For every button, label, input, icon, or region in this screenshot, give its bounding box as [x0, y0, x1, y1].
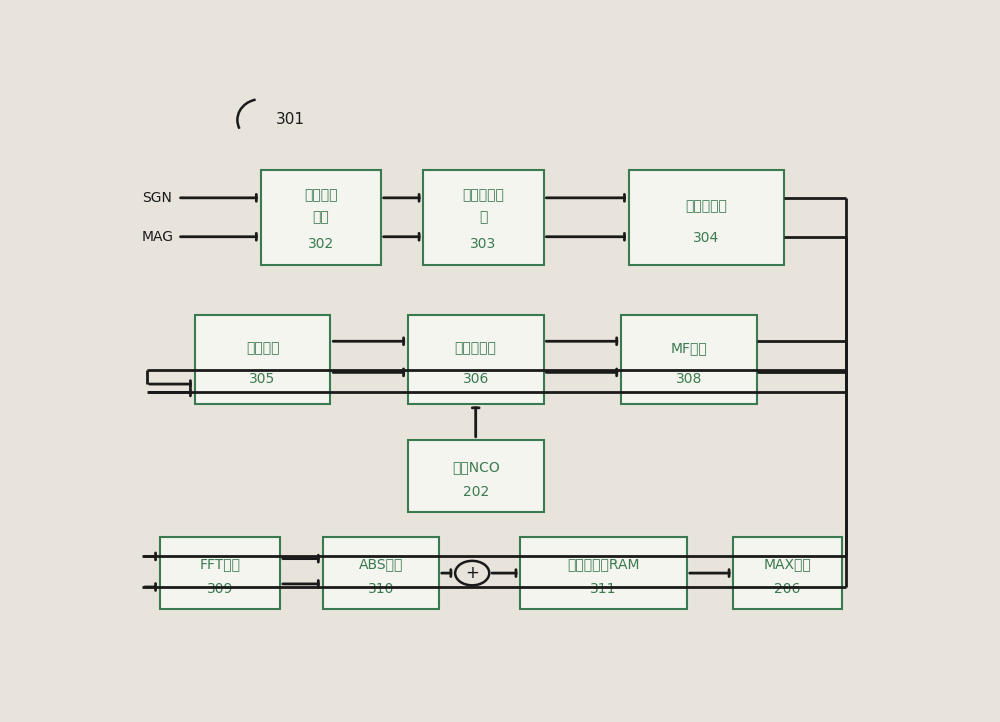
Text: 303: 303 — [470, 237, 497, 251]
Text: 310: 310 — [368, 582, 394, 596]
Text: 306: 306 — [462, 372, 489, 386]
Text: 301: 301 — [276, 113, 305, 128]
FancyBboxPatch shape — [408, 315, 544, 404]
Text: MAG: MAG — [142, 230, 174, 244]
Text: +: + — [465, 564, 479, 582]
Text: 302: 302 — [308, 237, 334, 251]
Text: 数据量化: 数据量化 — [304, 188, 337, 203]
FancyBboxPatch shape — [733, 537, 842, 609]
FancyBboxPatch shape — [621, 315, 757, 404]
Text: 305: 305 — [249, 372, 276, 386]
FancyBboxPatch shape — [520, 537, 687, 609]
FancyBboxPatch shape — [323, 537, 439, 609]
Text: 数字混频模: 数字混频模 — [462, 188, 504, 203]
FancyBboxPatch shape — [629, 170, 784, 264]
Text: MF单元: MF单元 — [670, 342, 707, 355]
FancyBboxPatch shape — [261, 170, 381, 264]
FancyBboxPatch shape — [160, 537, 280, 609]
Text: 低通滤波器: 低通滤波器 — [685, 199, 727, 213]
Text: 308: 308 — [676, 372, 702, 386]
Text: 311: 311 — [590, 582, 617, 596]
FancyBboxPatch shape — [423, 170, 544, 264]
Text: 复数相乘器: 复数相乘器 — [455, 342, 497, 355]
Text: 309: 309 — [207, 582, 233, 596]
Text: 载波NCO: 载波NCO — [452, 460, 500, 474]
FancyBboxPatch shape — [195, 315, 330, 404]
Text: FFT单元: FFT单元 — [199, 557, 240, 571]
Text: 206: 206 — [774, 582, 801, 596]
Text: 非相干积累RAM: 非相干积累RAM — [567, 557, 640, 571]
Text: 202: 202 — [463, 484, 489, 499]
Text: MAX单元: MAX单元 — [764, 557, 812, 571]
Text: 块: 块 — [479, 210, 488, 225]
FancyBboxPatch shape — [408, 440, 544, 512]
Text: SGN: SGN — [142, 191, 172, 205]
Text: ABS模块: ABS模块 — [359, 557, 403, 571]
Text: 304: 304 — [693, 231, 719, 245]
Text: 模块: 模块 — [312, 210, 329, 225]
Text: 抽取模块: 抽取模块 — [246, 342, 279, 355]
